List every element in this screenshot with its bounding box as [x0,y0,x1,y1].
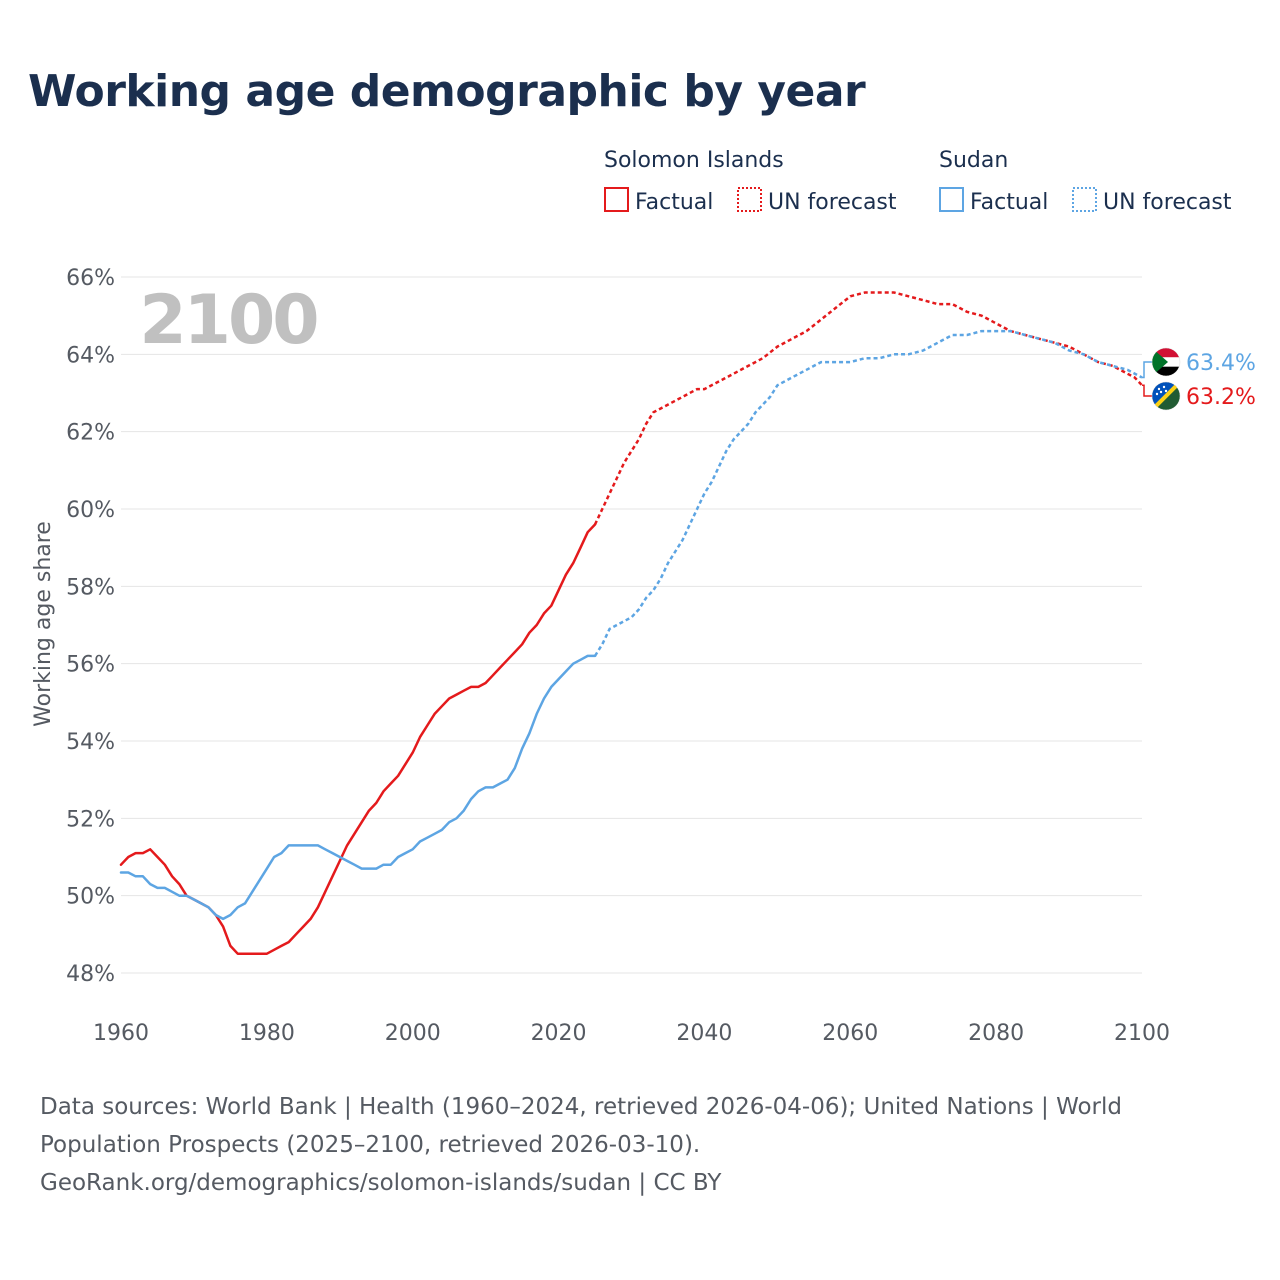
solomon-islands-end-value: 63.2% [1186,385,1256,410]
sudan-end-connector [1142,361,1156,379]
legend: Solomon Islands Factual UN forecast Sudan Fa… [604,148,1232,215]
legend-solomon-islands-factual-swatch [604,187,629,212]
x-tick-label: 2020 [531,1021,587,1046]
legend-solomon-islands-factual-label: Factual [635,190,713,215]
legend-solomon-islands-forecast-label: UN forecast [768,190,897,215]
y-axis-label: Working age share [31,521,56,727]
grid [121,276,1142,974]
y-tick-label: 66% [66,266,115,291]
legend-sudan-factual-swatch [939,187,964,212]
x-tick-label: 2080 [968,1021,1024,1046]
sudan-forecast-line [593,329,1143,657]
y-axis: 48% 50% 52% 54% 56% 58% 60% 62% 64% 66% [66,266,115,987]
y-tick-label: 52% [66,807,115,832]
y-tick-label: 54% [66,730,115,755]
legend-sudan-forecast-swatch [1072,187,1097,212]
x-tick-label: 1960 [93,1021,149,1046]
year-watermark: 2100 [139,281,317,360]
sudan-factual-line [119,654,597,921]
solomon-islands-forecast-line [593,291,1143,526]
x-tick-label: 2000 [385,1021,441,1046]
x-tick-label: 2040 [676,1021,732,1046]
legend-solomon-islands-title: Solomon Islands [604,148,784,173]
x-tick-label: 1980 [239,1021,295,1046]
y-tick-label: 60% [66,498,115,523]
footer: Data sources: World Bank | Health (1960–… [40,1088,1200,1202]
legend-sudan-forecast-label: UN forecast [1103,190,1232,215]
legend-sudan-title: Sudan [939,148,1008,173]
y-tick-label: 64% [66,343,115,368]
sudan-flag-icon [1151,347,1181,377]
legend-sudan-factual-label: Factual [970,190,1048,215]
end-labels: 63.4% 63.2% [1142,347,1256,411]
chart-title: Working age demographic by year [28,66,866,117]
series-lines [119,291,1143,955]
y-tick-label: 62% [66,421,115,446]
x-tick-label: 2060 [822,1021,878,1046]
x-tick-label: 2100 [1114,1021,1170,1046]
y-tick-label: 50% [66,885,115,910]
x-axis: 1960 1980 2000 2020 2040 2060 2080 2100 [93,1021,1170,1046]
y-tick-label: 48% [66,962,115,987]
sudan-end-value: 63.4% [1186,351,1256,376]
solomon-islands-flag-icon [1151,381,1181,411]
chart: Solomon Islands Factual UN forecast Sudan Fa… [31,148,1256,1046]
solomon-islands-factual-line [119,523,597,955]
footer-sources-line-2: Population Prospects (2025–2100, retriev… [40,1132,701,1158]
solomon-islands-end-connector [1142,384,1156,397]
legend-solomon-islands-forecast-swatch [737,187,762,212]
footer-attribution[interactable]: GeoRank.org/demographics/solomon-islands… [40,1170,722,1196]
y-tick-label: 56% [66,653,115,678]
footer-sources-line-1: Data sources: World Bank | Health (1960–… [40,1094,1122,1120]
y-tick-label: 58% [66,575,115,600]
